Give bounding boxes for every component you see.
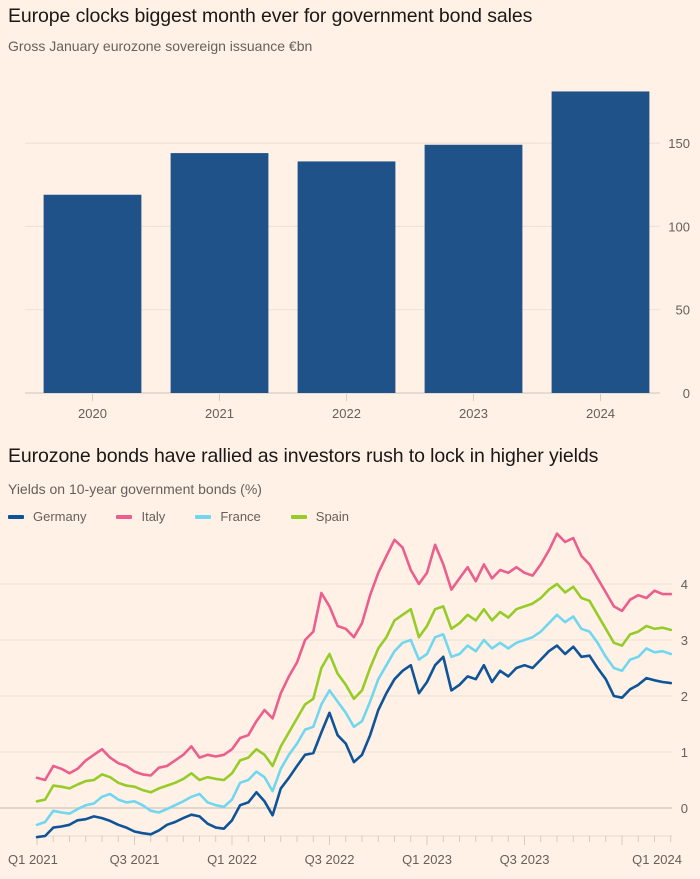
legend-swatch-france bbox=[195, 514, 212, 519]
line-chart-title: Eurozone bonds have rallied as investors… bbox=[8, 445, 599, 467]
bar-2024 bbox=[551, 91, 650, 393]
bar-x-tick-label: 2023 bbox=[459, 406, 488, 421]
legend-swatch-germany bbox=[8, 514, 24, 519]
line-x-tick-label: Q1 2023 bbox=[402, 852, 452, 867]
line-x-tick-label: Q3 2022 bbox=[305, 852, 355, 867]
legend-label-spain: Spain bbox=[315, 509, 350, 524]
series-line-italy bbox=[35, 532, 673, 782]
legend-item-france: France bbox=[195, 509, 261, 524]
line-x-tick-label: Q3 2023 bbox=[500, 852, 550, 867]
legend-item-spain: Spain bbox=[290, 509, 350, 524]
line-y-tick-label: 2 bbox=[681, 689, 688, 704]
legend-label-france: France bbox=[220, 509, 261, 524]
line-y-tick-label: 3 bbox=[681, 633, 688, 648]
legend-label-italy: Italy bbox=[141, 509, 166, 524]
legend-label-germany: Germany bbox=[33, 509, 87, 524]
bar-y-tick-label: 50 bbox=[676, 303, 690, 318]
line-y-tick-label: 1 bbox=[681, 745, 688, 760]
bar-x-tick-label: 2020 bbox=[78, 406, 107, 421]
bar-x-tick-label: 2024 bbox=[586, 406, 615, 421]
bar-y-tick-label: 0 bbox=[683, 386, 690, 401]
bar-2023 bbox=[424, 144, 523, 393]
line-x-tick-label: Q1 2024 bbox=[632, 852, 682, 867]
bar-2020 bbox=[43, 194, 142, 393]
bar-y-tick-label: 100 bbox=[668, 219, 690, 234]
line-y-tick-label: 0 bbox=[681, 801, 688, 816]
series-line-france bbox=[35, 613, 673, 827]
legend-swatch-spain bbox=[290, 514, 307, 519]
bar-x-tick-label: 2021 bbox=[205, 406, 234, 421]
line-x-tick-label: Q3 2021 bbox=[110, 852, 160, 867]
series-line-germany bbox=[35, 644, 673, 839]
line-chart-subtitle: Yields on 10-year government bonds (%) bbox=[8, 481, 262, 497]
legend-item-italy: Italy bbox=[116, 509, 165, 524]
line-chart-legend: Germany Italy France Spain bbox=[8, 509, 379, 524]
bar-2021 bbox=[170, 153, 269, 393]
line-x-tick-label: Q1 2022 bbox=[207, 852, 257, 867]
line-y-tick-label: 4 bbox=[681, 577, 688, 592]
bar-y-tick-label: 150 bbox=[668, 136, 690, 151]
legend-swatch-italy bbox=[116, 514, 133, 519]
bar-2022 bbox=[297, 161, 396, 393]
legend-item-germany: Germany bbox=[8, 509, 86, 524]
bar-chart-subtitle: Gross January eurozone sovereign issuanc… bbox=[8, 38, 313, 54]
bar-x-tick-label: 2022 bbox=[332, 406, 361, 421]
series-line-spain bbox=[35, 582, 673, 803]
bar-chart-title: Europe clocks biggest month ever for gov… bbox=[8, 5, 533, 27]
bar-chart: 0 50 100 150 2020 2021 2022 2023 2024 bbox=[25, 91, 690, 421]
line-x-tick-label: Q1 2021 bbox=[8, 852, 58, 867]
